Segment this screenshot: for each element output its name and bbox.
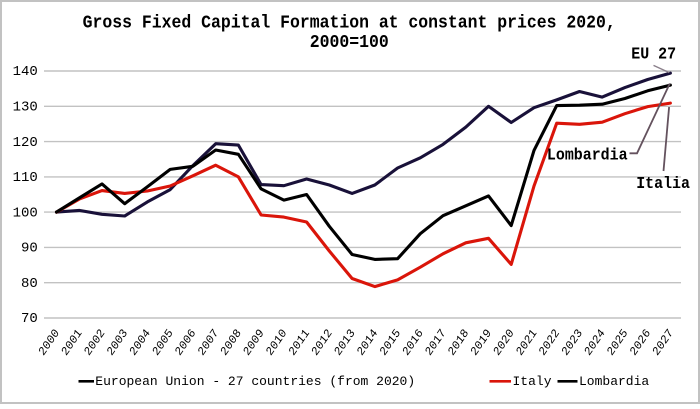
svg-text:Gross Fixed Capital Formation: Gross Fixed Capital Formation at constan… (83, 14, 616, 34)
svg-text:80: 80 (21, 276, 38, 292)
svg-text:130: 130 (13, 100, 38, 116)
svg-text:European Union - 27 countries: European Union - 27 countries (from 2020… (95, 374, 415, 389)
svg-text:90: 90 (21, 241, 38, 257)
svg-text:110: 110 (13, 170, 38, 186)
svg-text:2000=100: 2000=100 (310, 34, 389, 54)
svg-text:Italia: Italia (636, 175, 690, 194)
svg-text:140: 140 (13, 64, 38, 80)
svg-text:Lombardia: Lombardia (547, 146, 628, 165)
svg-text:Italy: Italy (513, 374, 552, 389)
svg-text:120: 120 (13, 135, 38, 151)
svg-text:EU 27: EU 27 (631, 45, 676, 64)
svg-text:70: 70 (21, 311, 38, 327)
svg-text:100: 100 (13, 205, 38, 221)
svg-text:Lombardia: Lombardia (579, 374, 649, 389)
